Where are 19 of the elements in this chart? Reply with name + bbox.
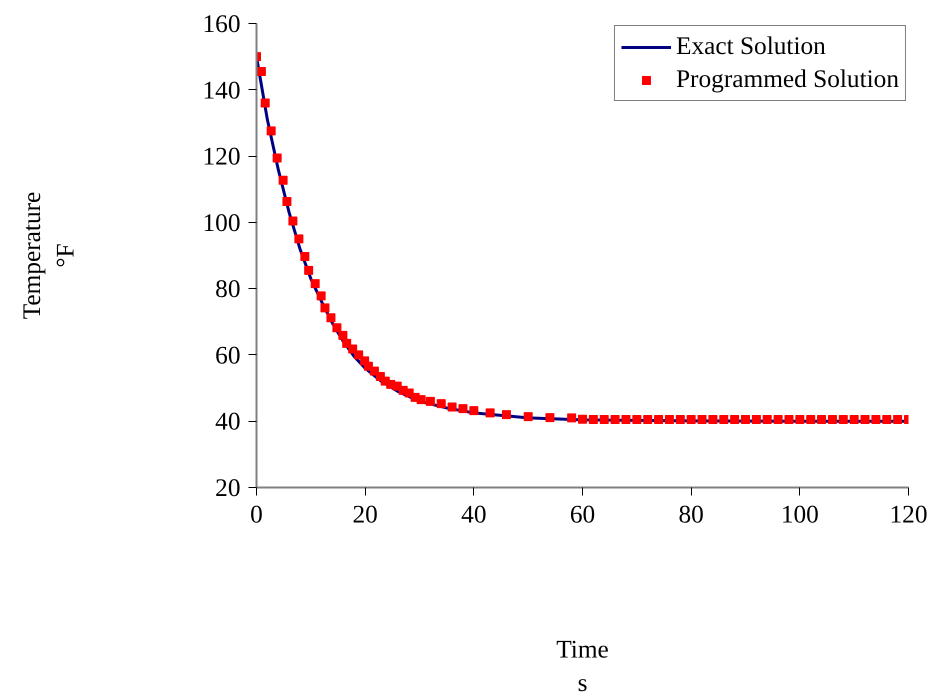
x-axis-title: Time s: [556, 636, 609, 698]
x-tick-label: 100: [780, 500, 819, 528]
x-tick-label: 80: [678, 500, 704, 528]
y-tick-label: 80: [215, 275, 240, 304]
y-tick-label: 160: [202, 10, 241, 38]
y-tick-label: 140: [202, 76, 241, 104]
y-tick-label: 120: [202, 142, 241, 171]
x-tick-label: 20: [352, 500, 378, 528]
x-tick-label: 120: [890, 500, 928, 528]
y-tick-label: 100: [202, 208, 241, 237]
y-tick-label: 60: [215, 341, 240, 370]
y-tick-label: 20: [215, 474, 240, 502]
x-tick-label: 60: [570, 500, 596, 528]
legend-label: Exact Solution: [676, 32, 826, 61]
y-axis-title: Temperature °F: [18, 192, 80, 320]
x-tick-label: 0: [250, 500, 263, 528]
y-tick-label: 40: [215, 408, 240, 436]
legend-label: Programmed Solution: [676, 65, 899, 94]
x-tick-label: 40: [461, 500, 486, 528]
